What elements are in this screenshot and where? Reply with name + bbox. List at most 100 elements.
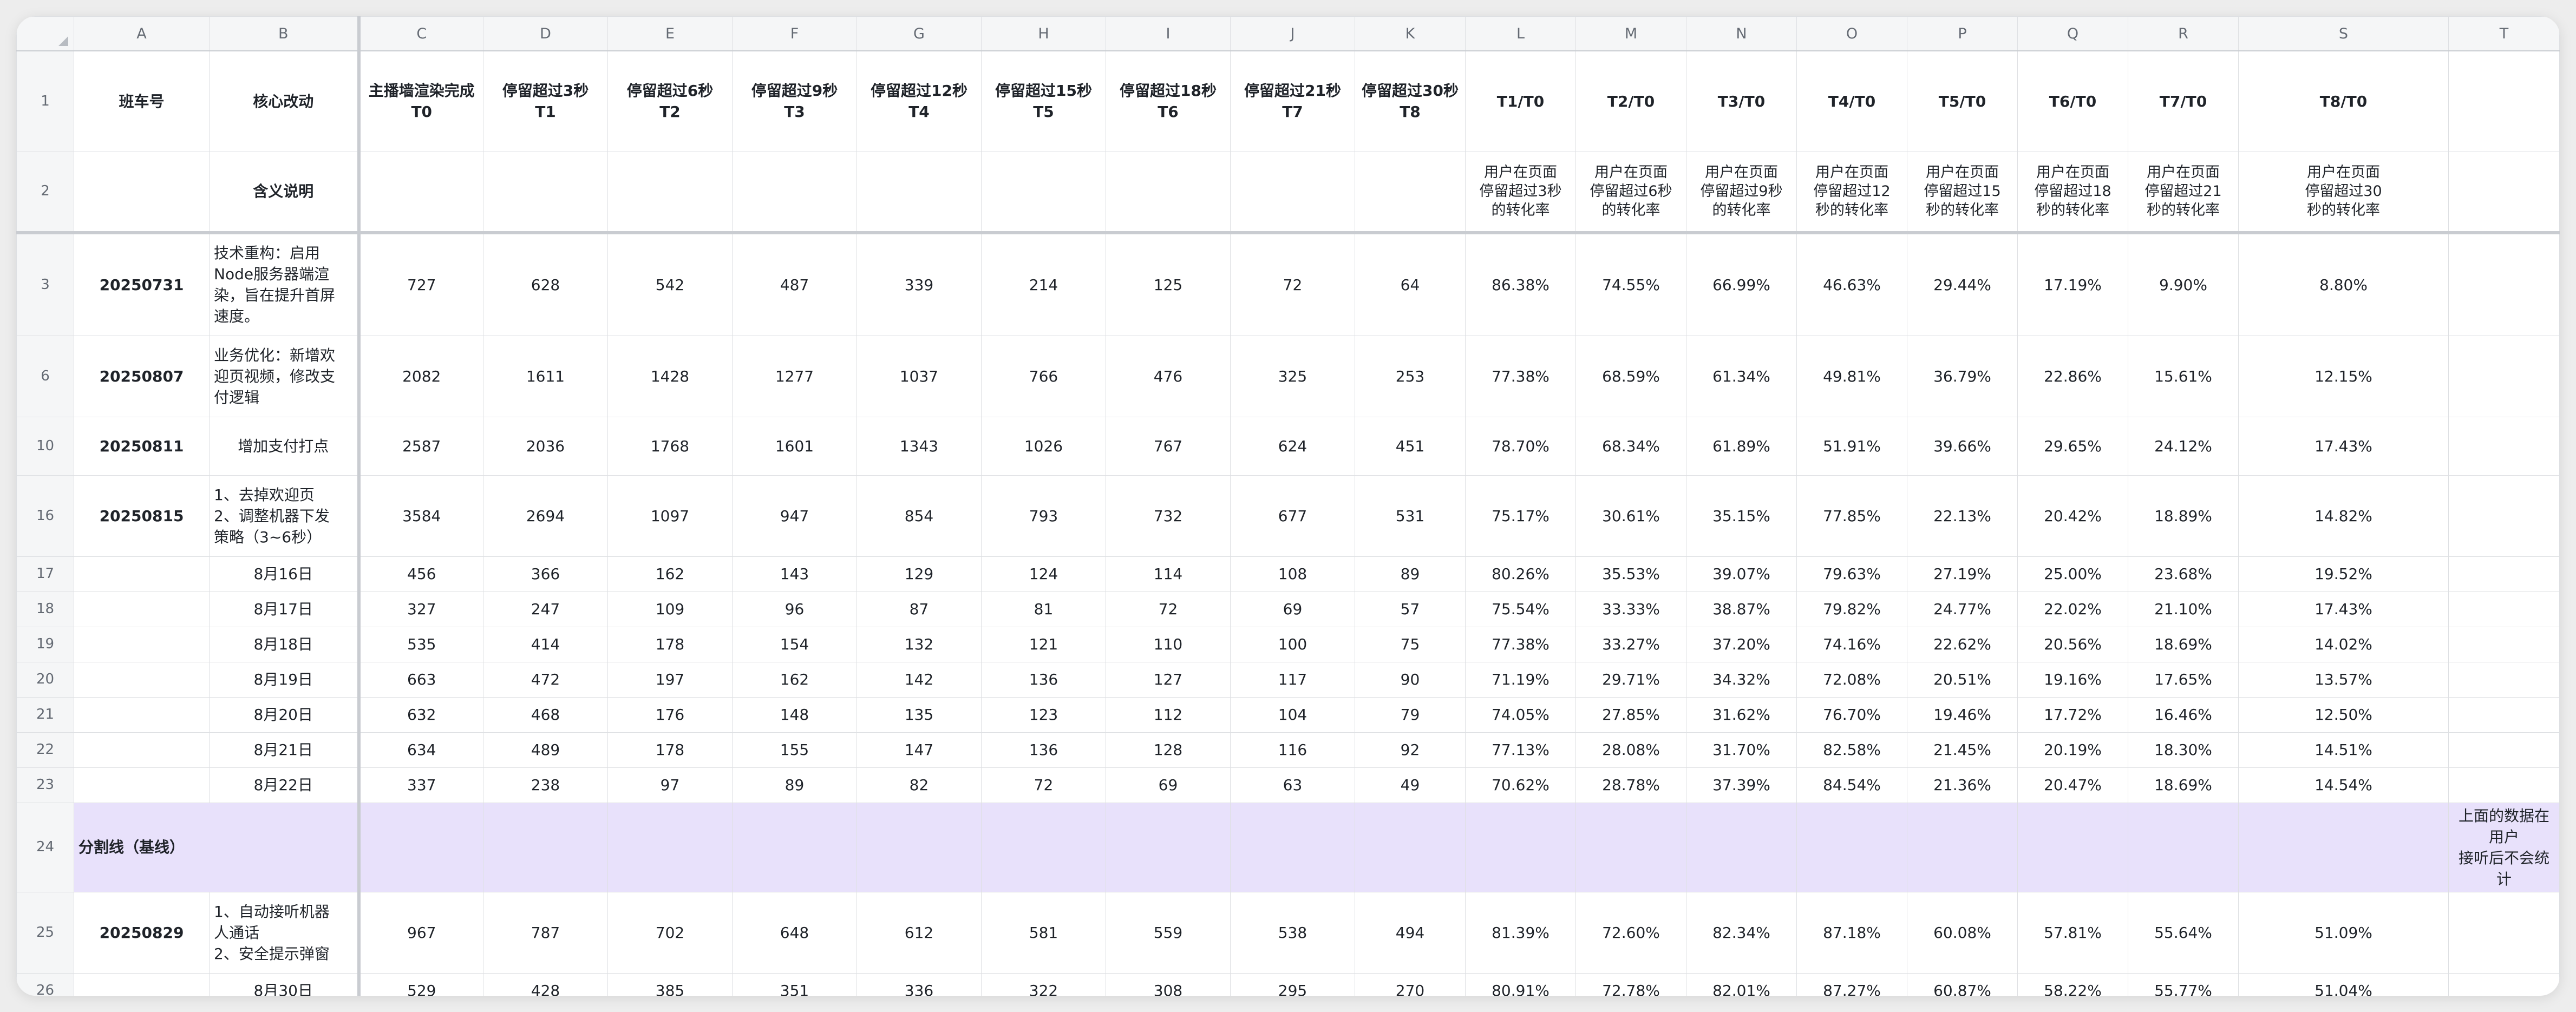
ratio-cell[interactable]: 38.87%	[1686, 591, 1797, 627]
divider-label-cell[interactable]: 分割线（基线）	[74, 802, 361, 892]
empty-cell[interactable]	[74, 151, 210, 234]
divider-cell[interactable]	[2238, 802, 2449, 892]
ratio-cell[interactable]: 20.42%	[2017, 475, 2128, 557]
empty-cell[interactable]	[1230, 151, 1355, 234]
count-cell[interactable]: 295	[1230, 972, 1355, 996]
ratio-cell[interactable]: 14.54%	[2238, 767, 2449, 803]
divider-cell[interactable]	[2128, 802, 2239, 892]
ratio-cell[interactable]: 72.78%	[1575, 972, 1686, 996]
count-cell[interactable]: 132	[857, 626, 982, 662]
divider-cell[interactable]	[1355, 802, 1466, 892]
count-cell[interactable]: 100	[1230, 626, 1355, 662]
count-cell[interactable]: 967	[358, 891, 483, 974]
count-cell[interactable]: 125	[1106, 232, 1231, 336]
count-cell[interactable]: 1026	[981, 416, 1106, 476]
ratio-cell[interactable]: 36.79%	[1907, 335, 2018, 417]
ratio-cell[interactable]: 17.19%	[2017, 232, 2128, 336]
header-cell-t8[interactable]: 停留超过30秒 T8	[1355, 50, 1466, 152]
header-cell-t2[interactable]: 停留超过6秒 T2	[607, 50, 733, 152]
empty-cell[interactable]	[2448, 591, 2560, 627]
count-cell[interactable]: 414	[483, 626, 608, 662]
ratio-cell[interactable]: 72.08%	[1796, 661, 1907, 698]
change-cell[interactable]: 8月18日	[209, 626, 361, 662]
ratio-cell[interactable]: 22.62%	[1907, 626, 2018, 662]
divider-cell[interactable]	[981, 802, 1106, 892]
empty-cell[interactable]	[2448, 232, 2560, 336]
ratio-cell[interactable]: 35.15%	[1686, 475, 1797, 557]
header-cell-ratio[interactable]: T4/T0	[1796, 50, 1907, 152]
empty-cell[interactable]	[2448, 696, 2560, 733]
count-cell[interactable]: 535	[358, 626, 483, 662]
ratio-cell[interactable]: 33.33%	[1575, 591, 1686, 627]
header-cell-t6[interactable]: 停留超过18秒 T6	[1106, 50, 1231, 152]
meaning-desc-cell[interactable]: 用户在页面 停留超过18 秒的转化率	[2017, 151, 2128, 234]
count-cell[interactable]: 612	[857, 891, 982, 974]
count-cell[interactable]: 49	[1355, 767, 1466, 803]
row-number[interactable]: 26	[16, 972, 74, 996]
ratio-cell[interactable]: 29.65%	[2017, 416, 2128, 476]
divider-cell[interactable]	[607, 802, 733, 892]
column-header-i[interactable]: I	[1106, 16, 1231, 51]
ratio-cell[interactable]: 16.46%	[2128, 696, 2239, 733]
count-cell[interactable]: 72	[981, 767, 1106, 803]
column-header-m[interactable]: M	[1575, 16, 1686, 51]
count-cell[interactable]: 702	[607, 891, 733, 974]
ratio-cell[interactable]: 81.39%	[1465, 891, 1576, 974]
header-cell-t0[interactable]: 主播墙渲染完成 T0	[358, 50, 483, 152]
meaning-desc-cell[interactable]: 用户在页面 停留超过21 秒的转化率	[2128, 151, 2239, 234]
divider-cell[interactable]	[1230, 802, 1355, 892]
count-cell[interactable]: 176	[607, 696, 733, 733]
meaning-desc-cell[interactable]: 用户在页面 停留超过3秒 的转化率	[1465, 151, 1576, 234]
bus-number-cell[interactable]	[74, 972, 210, 996]
count-cell[interactable]: 1428	[607, 335, 733, 417]
divider-cell[interactable]	[483, 802, 608, 892]
ratio-cell[interactable]: 37.39%	[1686, 767, 1797, 803]
ratio-cell[interactable]: 77.13%	[1465, 732, 1576, 768]
ratio-cell[interactable]: 76.70%	[1796, 696, 1907, 733]
ratio-cell[interactable]: 33.27%	[1575, 626, 1686, 662]
change-cell[interactable]: 1、去掉欢迎页 2、调整机器下发 策略（3~6秒）	[209, 475, 361, 557]
bus-number-cell[interactable]: 20250807	[74, 335, 210, 417]
count-cell[interactable]: 677	[1230, 475, 1355, 557]
divider-cell[interactable]	[1575, 802, 1686, 892]
count-cell[interactable]: 104	[1230, 696, 1355, 733]
empty-cell[interactable]	[857, 151, 982, 234]
ratio-cell[interactable]: 61.89%	[1686, 416, 1797, 476]
ratio-cell[interactable]: 18.89%	[2128, 475, 2239, 557]
row-number[interactable]: 1	[16, 50, 74, 152]
ratio-cell[interactable]: 31.62%	[1686, 696, 1797, 733]
count-cell[interactable]: 162	[732, 661, 857, 698]
count-cell[interactable]: 766	[981, 335, 1106, 417]
ratio-cell[interactable]: 77.85%	[1796, 475, 1907, 557]
ratio-cell[interactable]: 17.43%	[2238, 591, 2449, 627]
empty-cell[interactable]	[2448, 151, 2560, 234]
meaning-desc-cell[interactable]: 用户在页面 停留超过30 秒的转化率	[2238, 151, 2449, 234]
count-cell[interactable]: 385	[607, 972, 733, 996]
ratio-cell[interactable]: 51.09%	[2238, 891, 2449, 974]
count-cell[interactable]: 339	[857, 232, 982, 336]
count-cell[interactable]: 489	[483, 732, 608, 768]
empty-cell[interactable]	[2448, 556, 2560, 592]
count-cell[interactable]: 178	[607, 626, 733, 662]
count-cell[interactable]: 1343	[857, 416, 982, 476]
count-cell[interactable]: 793	[981, 475, 1106, 557]
row-number[interactable]: 2	[16, 151, 74, 234]
count-cell[interactable]: 121	[981, 626, 1106, 662]
column-header-t[interactable]: T	[2448, 16, 2560, 51]
change-cell[interactable]: 8月19日	[209, 661, 361, 698]
column-header-c[interactable]: C	[358, 16, 483, 51]
count-cell[interactable]: 178	[607, 732, 733, 768]
count-cell[interactable]: 336	[857, 972, 982, 996]
count-cell[interactable]: 110	[1106, 626, 1231, 662]
meaning-label-cell[interactable]: 含义说明	[209, 151, 361, 234]
ratio-cell[interactable]: 60.08%	[1907, 891, 2018, 974]
ratio-cell[interactable]: 82.01%	[1686, 972, 1797, 996]
count-cell[interactable]: 2587	[358, 416, 483, 476]
ratio-cell[interactable]: 20.51%	[1907, 661, 2018, 698]
ratio-cell[interactable]: 68.59%	[1575, 335, 1686, 417]
count-cell[interactable]: 90	[1355, 661, 1466, 698]
change-cell[interactable]: 8月22日	[209, 767, 361, 803]
count-cell[interactable]: 69	[1230, 591, 1355, 627]
ratio-cell[interactable]: 9.90%	[2128, 232, 2239, 336]
bus-number-cell[interactable]	[74, 626, 210, 662]
